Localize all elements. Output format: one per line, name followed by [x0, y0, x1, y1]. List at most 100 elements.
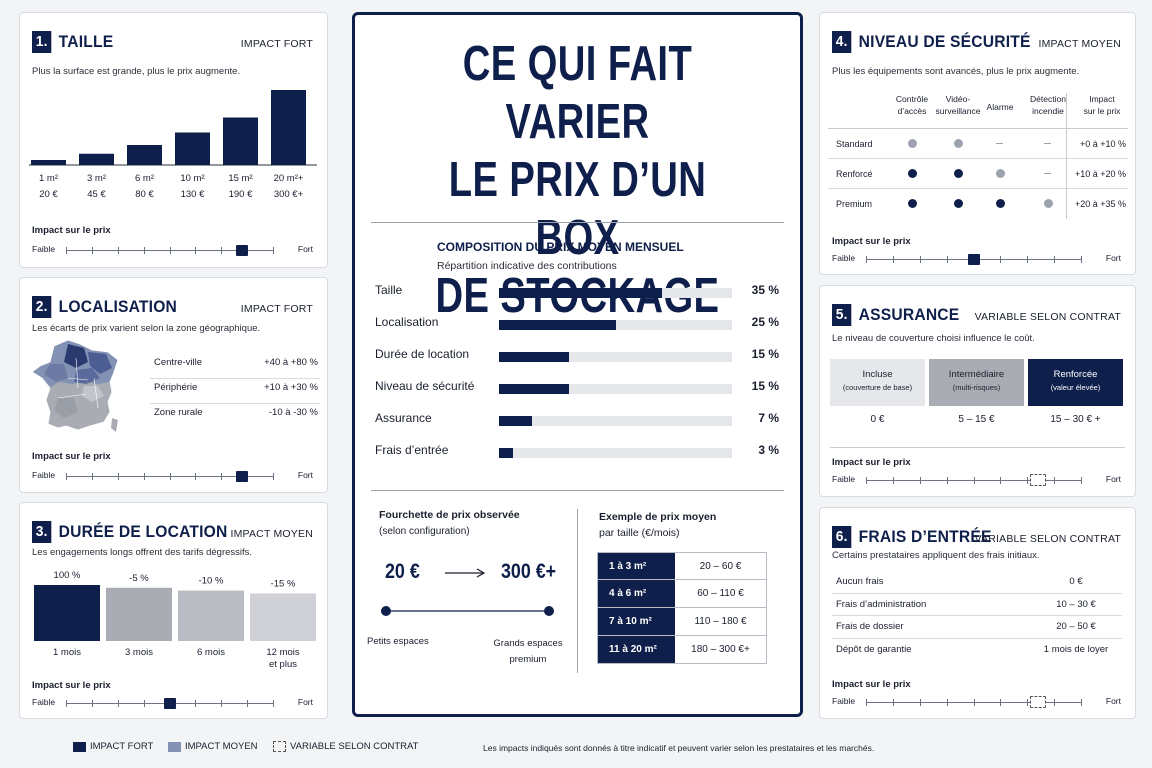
composition-bar: [499, 320, 616, 330]
scale-tick: [919, 477, 921, 484]
composition-bar-track: [499, 384, 732, 394]
card-title: 1. TAILLE: [32, 31, 113, 53]
example-price-table: 1 à 3 m² 20 – 60 €4 à 6 m² 60 – 110 €7 à 1…: [597, 552, 767, 664]
scale-tick: [143, 700, 145, 707]
impact-scale: Faible Fort: [832, 696, 1121, 710]
zone-value: +10 à +30 %: [264, 382, 318, 393]
scale-marker: [235, 471, 248, 482]
duration-bar: [250, 593, 316, 641]
scale-tick: [919, 256, 921, 263]
example-price-cell: 60 – 110 €: [675, 580, 766, 607]
scale-tick: [91, 700, 93, 707]
size-price-label: 300 €+: [274, 189, 304, 200]
scale-high-label: Fort: [1105, 474, 1121, 484]
card-description: Certains prestataires appliquent des fra…: [832, 550, 1040, 561]
scale-tick: [273, 700, 274, 707]
insurance-option-sub: (multi-risques): [952, 383, 1001, 392]
security-row: Standard +0 à +10 %: [828, 129, 1128, 159]
card-number: 5.: [832, 304, 852, 326]
security-impact: +0 à +10 %: [1079, 139, 1126, 149]
impact-label: Impact sur le prix: [832, 236, 911, 247]
scale-tick: [866, 256, 867, 263]
zone-name: Centre-ville: [154, 357, 203, 368]
scale-marker: [163, 698, 176, 709]
impact-scale: Faible Fort: [32, 244, 313, 258]
example-size-cell: 4 à 6 m²: [598, 580, 675, 607]
duration-value-label: -15 %: [271, 578, 296, 589]
card-title: 3. DURÉE DE LOCATION: [32, 521, 227, 543]
impact-label: Impact sur le prix: [832, 457, 911, 468]
composition-value-label: 15 %: [751, 347, 779, 361]
example-title: Exemple de prix moyen par taille (€/mois…: [599, 509, 716, 541]
level-dot: [995, 199, 1005, 208]
range-right-label-line-2: premium: [509, 654, 547, 665]
example-title-line-1: Exemple de prix moyen: [599, 511, 717, 523]
composition-subtitle: Répartition indicative des contributions: [437, 260, 617, 272]
fee-name: Dépôt de garantie: [836, 643, 912, 655]
card-number: 3.: [32, 521, 52, 543]
level-dot: [953, 199, 963, 208]
example-price-cell: 20 – 60 €: [675, 553, 766, 579]
example-title-line-2: par taille (€/mois): [599, 527, 680, 539]
bottom-vertical-divider: [577, 509, 578, 673]
insurance-option-sub: (valeur élevée): [1050, 383, 1101, 392]
security-header-cell: Alarme: [980, 101, 1020, 113]
composition-value-label: 3 %: [758, 443, 779, 457]
duration-category-label: 6 mois: [197, 647, 225, 658]
impact-tag: IMPACT MOYEN: [1038, 38, 1121, 50]
fee-value: 20 – 50 €: [1056, 621, 1096, 632]
range-left-label: Petits espaces: [367, 636, 429, 647]
card-title: 6. FRAIS D’ENTRÉE: [832, 526, 992, 548]
insurance-option-price: 0 €: [870, 414, 885, 425]
scale-tick: [892, 256, 894, 263]
impact-tag: VARIABLE SELON CONTRAT: [974, 311, 1121, 323]
insurance-option: Incluse (couverture de base) 0 €: [830, 359, 925, 425]
level-dot: [907, 139, 917, 148]
legend-variable: VARIABLE SELON CONTRAT: [273, 741, 418, 752]
example-row: 1 à 3 m² 20 – 60 €: [597, 552, 767, 580]
duration-category-label: et plus: [269, 659, 297, 670]
zone-name: Périphérie: [154, 382, 198, 393]
composition-bar-track: [499, 416, 732, 426]
security-row: Premium +20 à +35 %: [828, 189, 1128, 219]
scale-tick: [1027, 477, 1029, 484]
scale-marker: [235, 245, 248, 256]
main-title: CE QUI FAIT VARIER LE PRIX D’UN BOX DE S…: [404, 35, 751, 325]
scale-tick: [1000, 699, 1002, 706]
scale-tick: [117, 473, 119, 480]
size-price-label: 20 €: [39, 189, 58, 200]
size-bar: [31, 160, 66, 165]
scale-tick: [946, 477, 948, 484]
composition-category-label: Niveau de sécurité: [375, 379, 475, 393]
fee-row: Dépôt de garantie 1 mois de loyer: [832, 639, 1122, 662]
card-frais: 6. FRAIS D’ENTRÉE VARIABLE SELON CONTRAT …: [819, 507, 1136, 719]
level-dot: [1043, 199, 1053, 208]
dash-marker: [1044, 143, 1051, 144]
security-level-name: Premium: [836, 199, 873, 209]
fee-name: Frais d’administration: [836, 598, 927, 610]
insurance-option-box: Incluse (couverture de base): [830, 359, 925, 406]
card-assurance: 5. ASSURANCE VARIABLE SELON CONTRAT Le ni…: [819, 285, 1136, 497]
composition-bar: [499, 448, 513, 458]
scale-low-label: Faible: [32, 697, 56, 707]
security-level-name: Renforcé: [836, 169, 873, 179]
zone-name: Zone rurale: [154, 407, 203, 418]
size-bar: [79, 153, 114, 165]
size-price-label: 45 €: [87, 189, 106, 200]
card-duree: 3. DURÉE DE LOCATION IMPACT MOYEN Les eng…: [19, 502, 328, 719]
security-impact: +10 à +20 %: [1074, 169, 1126, 179]
impact-label: Impact sur le prix: [32, 680, 111, 691]
composition-title: COMPOSITION DU PRIX MOYEN MENSUEL: [437, 240, 684, 254]
impact-label: Impact sur le prix: [32, 225, 111, 236]
size-bar: [175, 132, 210, 165]
example-size-cell: 1 à 3 m²: [598, 553, 675, 579]
range-min: 20 €: [385, 560, 420, 583]
composition-category-label: Frais d’entrée: [375, 443, 449, 457]
card-title: 2. LOCALISATION: [32, 296, 177, 318]
duration-bar: [178, 590, 244, 641]
security-col-divider: [1066, 159, 1067, 189]
fee-row: Aucun frais 0 €: [832, 571, 1122, 594]
composition-divider: [371, 490, 784, 491]
card-taille: 1. TAILLE IMPACT FORT Plus la surface est…: [19, 12, 328, 268]
security-header-line: Alarme: [986, 102, 1014, 112]
